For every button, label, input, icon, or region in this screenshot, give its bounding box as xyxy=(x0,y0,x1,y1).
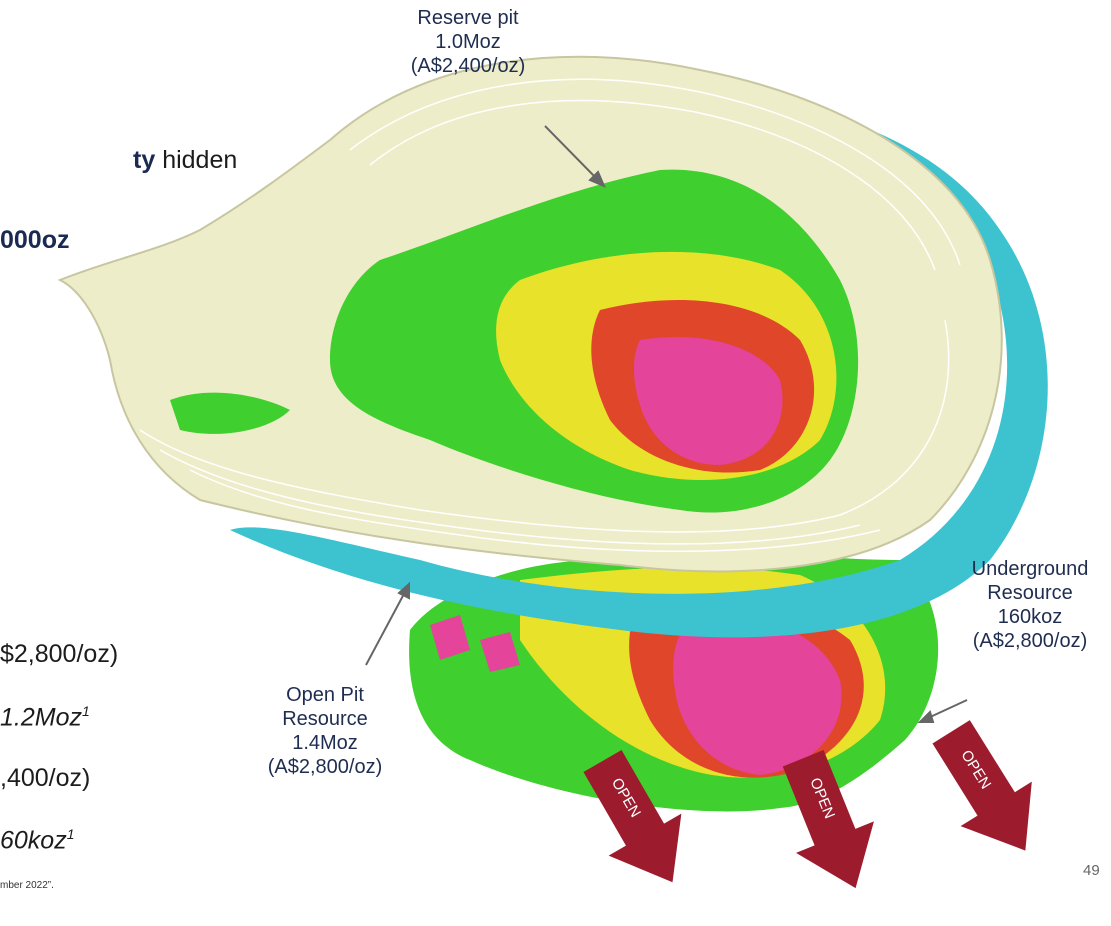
left-text: 1.2Moz1 xyxy=(0,703,90,732)
left-text: 000oz xyxy=(0,226,70,254)
sup: 1 xyxy=(81,703,90,719)
text: 60koz xyxy=(0,826,67,855)
text: 1.2Moz xyxy=(0,703,82,732)
label-line: (A$2,800/oz) xyxy=(972,630,1088,652)
sup: 1 xyxy=(66,826,75,842)
bold-text: ty xyxy=(133,146,156,174)
pit-grade-magenta xyxy=(634,336,783,465)
grade-magenta-cubes xyxy=(430,615,520,672)
label-line: Resource xyxy=(987,582,1073,604)
label-line: (A$2,400/oz) xyxy=(410,55,526,77)
label-line: Resource xyxy=(282,708,368,730)
grade-magenta xyxy=(673,617,842,775)
label-line: 160koz xyxy=(997,606,1063,628)
label-line: Open Pit xyxy=(286,684,364,706)
label-line: Reserve pit xyxy=(417,7,519,29)
page-number: 49 xyxy=(1083,862,1100,879)
left-text: ,400/oz) xyxy=(0,764,91,792)
pointers xyxy=(365,125,968,723)
pit-benches xyxy=(139,78,961,552)
left-text: 60koz1 xyxy=(0,826,75,855)
reserve-label: Reserve pit 1.0Moz (A$2,400/oz) xyxy=(393,6,543,78)
underground-label: Underground Resource 160koz (A$2,800/oz) xyxy=(950,557,1110,653)
left-text: ty hidden xyxy=(133,146,237,175)
label-line: 1.4Moz xyxy=(292,732,358,754)
label-line: (A$2,800/oz) xyxy=(267,756,383,778)
open-arrows xyxy=(583,720,1032,889)
left-text: $2,800/oz) xyxy=(0,640,119,668)
label-line: 1.0Moz xyxy=(435,31,501,53)
open-pit-label: Open Pit Resource 1.4Moz (A$2,800/oz) xyxy=(245,683,405,779)
pit-grade-west xyxy=(170,392,290,434)
footnote: mber 2022”. xyxy=(0,880,54,891)
label-line: Underground xyxy=(971,558,1089,580)
text: hidden xyxy=(162,146,238,174)
